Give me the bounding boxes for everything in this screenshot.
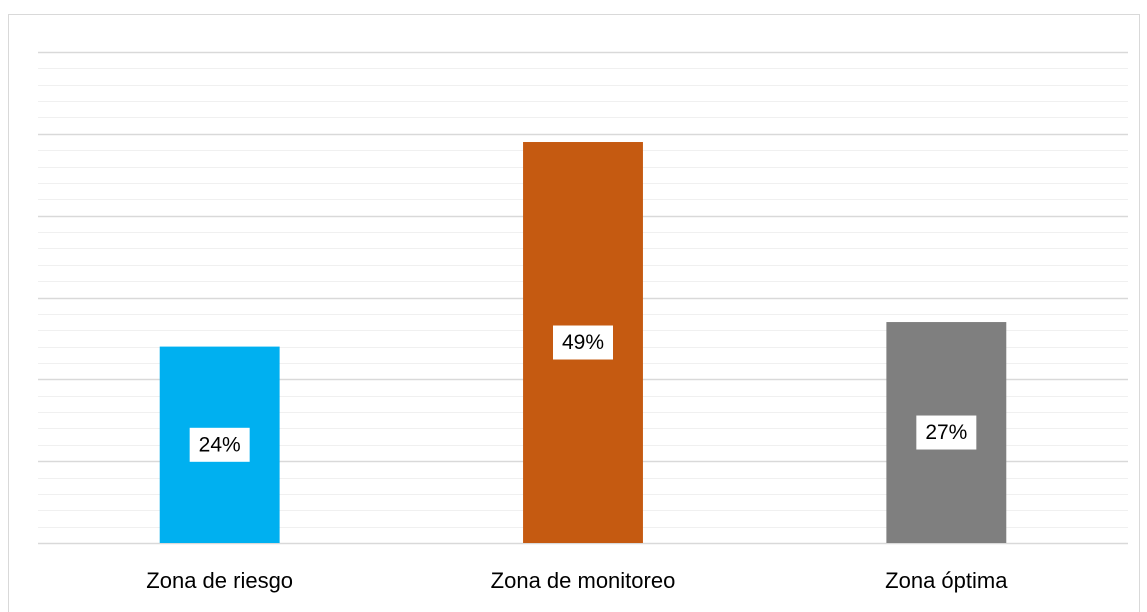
x-tick-label: Zona de monitoreo: [491, 568, 676, 593]
value-label-box: [916, 415, 977, 450]
value-label: 24%: [199, 433, 241, 456]
value-label-box: [553, 325, 613, 360]
value-label: 27%: [925, 421, 967, 444]
x-tick-label: Zona de riesgo: [146, 568, 293, 593]
value-label: 49%: [562, 331, 604, 354]
x-tick-label: Zona óptima: [885, 568, 1008, 593]
value-label-box: [189, 427, 250, 462]
